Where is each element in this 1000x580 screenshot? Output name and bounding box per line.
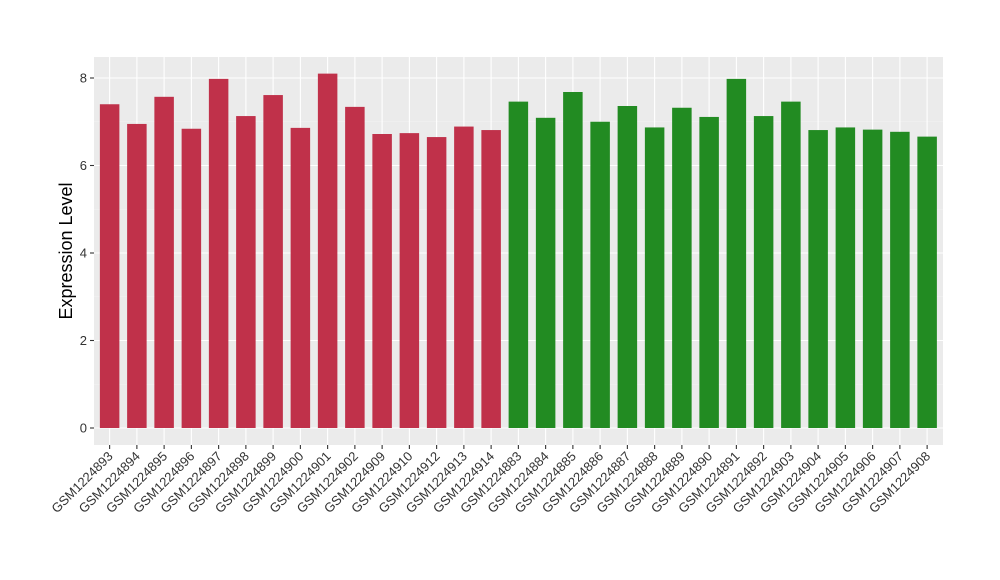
bar-GSM1224904: [808, 130, 828, 428]
y-tick-label: 4: [80, 246, 87, 261]
bar-GSM1224888: [644, 127, 665, 428]
bar-GSM1224884: [535, 117, 556, 428]
bar-GSM1224893: [99, 104, 120, 428]
y-tick-label: 6: [80, 158, 87, 173]
bar-GSM1224883: [508, 101, 529, 428]
bar-GSM1224890: [699, 116, 719, 428]
x-axis: GSM1224893GSM1224894GSM1224895GSM1224896…: [48, 445, 933, 516]
bars: [99, 73, 937, 428]
bar-GSM1224914: [481, 130, 501, 428]
y-axis-title: Expression Level: [56, 182, 76, 319]
bar-GSM1224886: [590, 121, 610, 428]
bar-GSM1224912: [426, 137, 447, 428]
bar-GSM1224895: [154, 96, 174, 428]
bar-GSM1224889: [672, 107, 692, 428]
y-tick-label: 2: [80, 333, 87, 348]
bar-GSM1224892: [753, 116, 774, 428]
bar-GSM1224901: [317, 73, 338, 428]
bar-GSM1224908: [917, 136, 937, 428]
y-tick-label: 8: [80, 71, 87, 86]
bar-GSM1224903: [781, 101, 801, 428]
bar-GSM1224887: [617, 106, 638, 428]
bar-GSM1224898: [236, 116, 256, 428]
y-axis: 0 2 4 6 8: [80, 71, 94, 436]
bar-GSM1224894: [127, 123, 147, 428]
bar-GSM1224897: [208, 78, 229, 428]
bar-GSM1224905: [835, 127, 856, 428]
bar-GSM1224899: [263, 95, 283, 428]
bar-GSM1224900: [290, 127, 311, 428]
bar-GSM1224896: [181, 128, 202, 428]
bar-GSM1224906: [862, 129, 883, 428]
y-tick-label: 0: [80, 421, 87, 436]
bar-GSM1224891: [726, 78, 747, 428]
bar-GSM1224885: [563, 92, 583, 428]
bar-GSM1224913: [454, 126, 474, 428]
bar-GSM1224909: [372, 134, 392, 428]
bar-GSM1224902: [345, 106, 365, 428]
bar-GSM1224907: [890, 131, 910, 428]
bar-GSM1224910: [399, 133, 420, 428]
